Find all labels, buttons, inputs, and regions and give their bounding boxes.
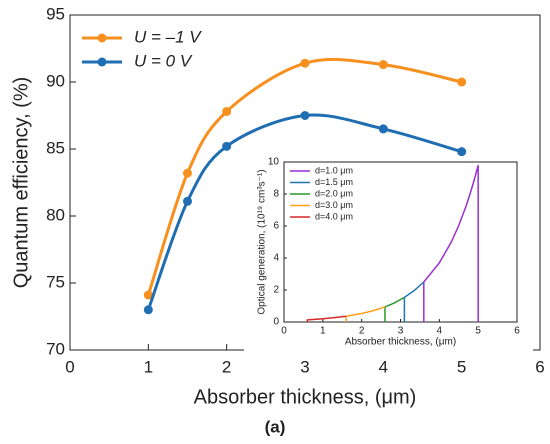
- x-tick-label: 3: [398, 326, 404, 337]
- point: [457, 77, 467, 87]
- y-tick-label: 4: [273, 253, 279, 264]
- x-tick-label: 6: [535, 357, 544, 376]
- legend-label: d=1.0 μm: [315, 165, 353, 175]
- y-tick-label: 2: [273, 285, 279, 296]
- legend-marker: [97, 33, 107, 43]
- point: [300, 58, 310, 68]
- legend-label: d=2.0 μm: [315, 188, 353, 198]
- x-tick-label: 1: [320, 326, 326, 337]
- y-tick-label: 0: [273, 317, 279, 328]
- x-axis-label: Absorber thickness, (μm): [345, 337, 456, 348]
- caption: (a): [265, 417, 286, 436]
- series-line: [423, 165, 479, 322]
- x-tick-label: 2: [222, 357, 231, 376]
- point: [143, 290, 153, 300]
- point: [378, 60, 388, 70]
- series-line: [306, 315, 347, 322]
- legend-marker: [97, 57, 107, 67]
- x-tick-label: 0: [281, 326, 287, 337]
- series-line: [384, 296, 405, 322]
- x-tick-label: 6: [514, 326, 520, 337]
- point: [143, 305, 153, 315]
- x-tick-label: 4: [379, 357, 388, 376]
- inset-background: [244, 158, 533, 352]
- y-tick-label: 70: [46, 339, 65, 358]
- point: [300, 111, 310, 120]
- point: [183, 168, 192, 178]
- legend-label: d=1.5 μm: [315, 177, 353, 187]
- x-tick-label: 5: [475, 326, 481, 337]
- x-tick-label: 1: [144, 357, 153, 376]
- series-line: [345, 306, 386, 322]
- x-tick-label: 5: [457, 357, 466, 376]
- series-line: [146, 113, 463, 311]
- y-tick-label: 6: [273, 221, 279, 232]
- x-tick-label: 3: [300, 357, 309, 376]
- x-tick-label: 0: [65, 357, 74, 376]
- series-line: [403, 281, 425, 322]
- y-tick-label: 85: [46, 138, 65, 157]
- point: [222, 106, 232, 116]
- legend-label: d=4.0 μm: [315, 211, 353, 221]
- y-tick-label: 90: [46, 71, 65, 90]
- point: [378, 124, 388, 134]
- legend-label: U = –1 V: [134, 27, 202, 46]
- y-axis-label: Optical generation, (10¹⁹ cm³s⁻¹): [257, 169, 268, 314]
- x-tick-label: 4: [437, 326, 443, 337]
- y-axis-label: Quantum efficiency, (%): [10, 77, 32, 289]
- y-tick-label: 80: [46, 205, 65, 224]
- point: [457, 147, 467, 157]
- y-tick-label: 75: [46, 272, 65, 291]
- point: [222, 141, 232, 151]
- y-tick-label: 95: [46, 4, 65, 23]
- y-tick-label: 10: [268, 157, 280, 168]
- plot-frame: [283, 161, 518, 323]
- x-tick-label: 2: [359, 326, 365, 337]
- y-tick-label: 8: [273, 189, 279, 200]
- legend-label: U = 0 V: [134, 51, 193, 70]
- legend-label: d=3.0 μm: [315, 200, 353, 210]
- point: [183, 196, 192, 206]
- x-axis-label: Absorber thickness, (μm): [194, 386, 417, 408]
